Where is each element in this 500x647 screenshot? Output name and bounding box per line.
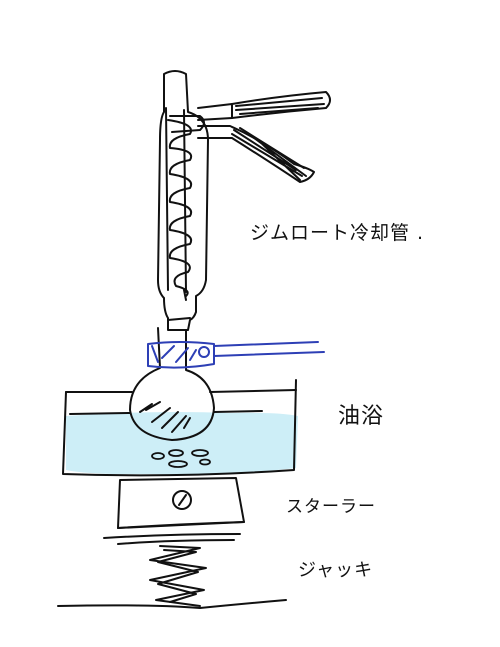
circle-dial-icon bbox=[172, 490, 192, 510]
round-bottom-flask bbox=[129, 327, 215, 441]
oil-bath-label: 油浴 bbox=[338, 404, 385, 429]
cooling-water-hoses bbox=[197, 91, 331, 183]
joint-clamp bbox=[147, 341, 325, 369]
lab-jack bbox=[57, 533, 287, 609]
jack-label: ジャッキ bbox=[298, 560, 374, 581]
stir-bar-bubbles bbox=[151, 449, 211, 468]
magnetic-stirrer bbox=[117, 477, 245, 529]
oil-bath bbox=[62, 379, 297, 477]
oil-bath-liquid bbox=[66, 412, 298, 475]
stirrer-label: スターラー bbox=[286, 497, 376, 517]
condenser-label: ジムロート冷却管 . bbox=[250, 222, 425, 244]
dimroth-condenser bbox=[157, 70, 209, 331]
